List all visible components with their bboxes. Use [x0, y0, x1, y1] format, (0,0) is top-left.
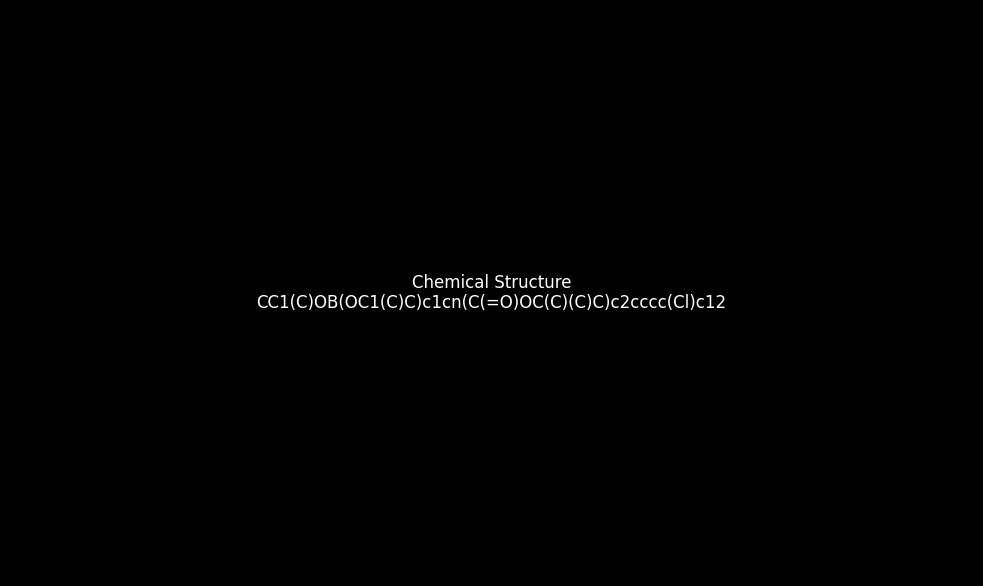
Text: Chemical Structure
CC1(C)OB(OC1(C)C)c1cn(C(=O)OC(C)(C)C)c2cccc(Cl)c12: Chemical Structure CC1(C)OB(OC1(C)C)c1cn…	[257, 274, 726, 312]
